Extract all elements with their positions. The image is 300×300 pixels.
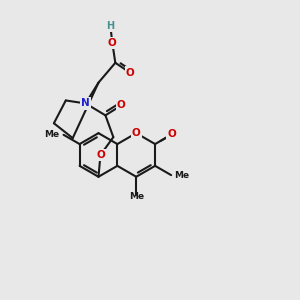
- Text: O: O: [108, 38, 117, 48]
- Text: Me: Me: [44, 130, 60, 139]
- Text: Me: Me: [129, 192, 144, 201]
- Text: O: O: [96, 150, 105, 160]
- Text: N: N: [81, 98, 90, 108]
- Text: H: H: [106, 21, 114, 31]
- Text: O: O: [117, 100, 126, 110]
- Text: O: O: [167, 130, 176, 140]
- Text: O: O: [132, 128, 141, 138]
- Text: O: O: [126, 68, 135, 78]
- Text: Me: Me: [174, 171, 189, 180]
